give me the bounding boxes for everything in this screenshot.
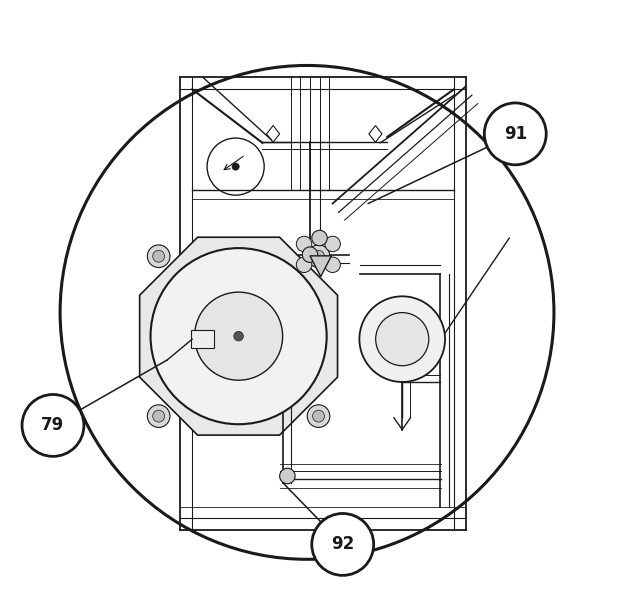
Circle shape xyxy=(484,103,546,165)
Circle shape xyxy=(325,236,340,252)
Circle shape xyxy=(232,163,239,170)
Circle shape xyxy=(360,296,445,382)
Circle shape xyxy=(296,236,312,252)
Circle shape xyxy=(151,248,327,424)
Circle shape xyxy=(312,250,324,262)
Circle shape xyxy=(195,292,283,380)
Circle shape xyxy=(325,257,340,273)
Circle shape xyxy=(148,405,170,427)
Circle shape xyxy=(312,230,327,246)
Circle shape xyxy=(280,468,295,484)
Circle shape xyxy=(312,513,374,575)
Circle shape xyxy=(153,250,165,262)
Text: 91: 91 xyxy=(503,125,527,143)
Text: 79: 79 xyxy=(42,416,64,434)
Circle shape xyxy=(22,394,84,456)
Circle shape xyxy=(296,257,312,273)
Circle shape xyxy=(308,405,330,427)
Circle shape xyxy=(153,410,165,422)
Polygon shape xyxy=(310,256,332,277)
Circle shape xyxy=(308,245,330,268)
Circle shape xyxy=(303,247,317,262)
Text: 92: 92 xyxy=(331,536,355,553)
Circle shape xyxy=(234,331,244,341)
Circle shape xyxy=(376,312,429,366)
Circle shape xyxy=(312,410,324,422)
Polygon shape xyxy=(140,237,337,435)
Circle shape xyxy=(148,245,170,268)
Bar xyxy=(191,330,214,348)
